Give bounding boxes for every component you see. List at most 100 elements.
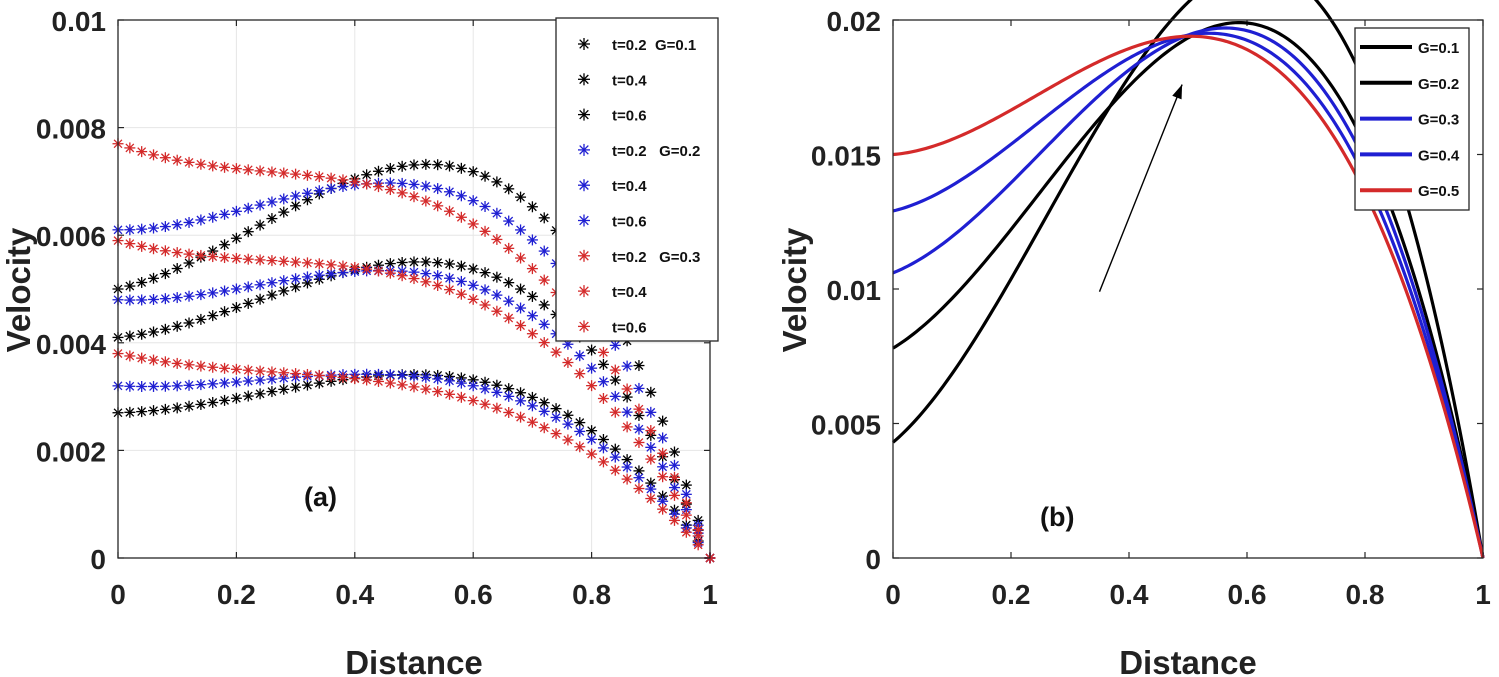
data-point xyxy=(444,388,456,400)
data-point xyxy=(136,380,148,392)
data-point xyxy=(668,471,680,483)
data-point xyxy=(408,191,420,203)
data-point xyxy=(372,368,384,380)
data-point xyxy=(621,406,633,418)
data-point xyxy=(171,320,183,332)
data-point xyxy=(420,180,432,192)
y-tick-label: 0.01 xyxy=(827,275,882,306)
data-point xyxy=(578,320,590,333)
data-point xyxy=(207,361,219,373)
data-point xyxy=(444,272,456,284)
series-a-8 xyxy=(112,138,716,564)
data-point xyxy=(195,289,207,301)
data-point xyxy=(526,263,538,275)
legend-label: t=0.4 xyxy=(612,284,647,301)
legend-label: t=0.2 G=0.1 xyxy=(612,37,696,54)
data-point xyxy=(290,200,302,212)
data-point xyxy=(325,259,337,271)
data-point xyxy=(254,165,266,177)
data-point xyxy=(550,428,562,440)
data-point xyxy=(396,270,408,282)
data-point xyxy=(680,497,692,509)
data-point xyxy=(633,423,645,435)
data-point xyxy=(538,245,550,257)
data-point xyxy=(278,255,290,267)
data-point xyxy=(680,526,692,538)
data-point xyxy=(657,447,669,459)
data-point xyxy=(183,257,195,269)
data-point xyxy=(124,330,136,342)
data-point xyxy=(633,382,645,394)
data-point xyxy=(219,239,231,251)
data-point xyxy=(171,219,183,231)
data-point xyxy=(230,252,242,264)
data-point xyxy=(242,164,254,176)
data-point xyxy=(578,73,590,86)
data-point xyxy=(349,373,361,385)
panel-b-annotation: (b) xyxy=(1040,502,1074,532)
data-point xyxy=(680,479,692,491)
data-point xyxy=(301,194,313,206)
data-point xyxy=(290,273,302,285)
data-point xyxy=(479,225,491,237)
data-point xyxy=(136,328,148,340)
data-point xyxy=(207,211,219,223)
data-point xyxy=(621,391,633,403)
data-point xyxy=(491,305,503,317)
data-point xyxy=(633,472,645,484)
data-point xyxy=(384,369,396,381)
data-point xyxy=(692,524,704,536)
y-tick-label: 0.02 xyxy=(827,6,882,37)
data-point xyxy=(455,377,467,389)
data-point xyxy=(266,277,278,289)
data-point xyxy=(597,358,609,370)
data-point xyxy=(479,376,491,388)
series-a-7 xyxy=(112,235,716,564)
data-point xyxy=(278,285,290,297)
data-point xyxy=(207,310,219,322)
data-point xyxy=(668,489,680,501)
data-point xyxy=(455,162,467,174)
data-point xyxy=(301,257,313,269)
data-point xyxy=(219,394,231,406)
panel-b: 0 0.2 0.4 0.6 0.8 1 0 0.005 0.01 0.015 0.02 (b) Di… xyxy=(776,0,1491,677)
data-point xyxy=(254,279,266,291)
data-point xyxy=(337,371,349,383)
data-point xyxy=(503,215,515,227)
data-point xyxy=(538,212,550,224)
y-tick-label: 0.01 xyxy=(52,6,107,37)
data-point xyxy=(668,459,680,471)
x-tick-label: 0.4 xyxy=(1110,579,1149,610)
data-point xyxy=(325,370,337,382)
data-point xyxy=(219,362,231,374)
data-point xyxy=(420,371,432,383)
data-point xyxy=(645,441,657,453)
data-point xyxy=(290,381,302,393)
data-point xyxy=(609,406,621,418)
data-point xyxy=(254,293,266,305)
data-point xyxy=(621,360,633,372)
legend-label: G=0.3 xyxy=(1418,112,1459,129)
data-point xyxy=(455,260,467,272)
data-point xyxy=(467,195,479,207)
data-point xyxy=(148,243,160,255)
data-point xyxy=(290,368,302,380)
data-point xyxy=(491,289,503,301)
data-point xyxy=(586,425,598,437)
data-point xyxy=(467,166,479,178)
data-point xyxy=(455,190,467,202)
data-point xyxy=(148,326,160,338)
x-tick-label: 0.4 xyxy=(335,579,374,610)
data-point xyxy=(597,434,609,446)
data-point xyxy=(574,368,586,380)
panel-a-legend: t=0.2 G=0.1 t=0.4 t=0.6 t=0.2 G=0.2 t=0.4 t=0… xyxy=(555,17,719,342)
data-point xyxy=(668,446,680,458)
data-point xyxy=(124,238,136,250)
data-point xyxy=(491,402,503,414)
data-point xyxy=(301,187,313,199)
series-a-4 xyxy=(112,265,716,564)
data-point xyxy=(313,185,325,197)
data-point xyxy=(266,196,278,208)
data-point xyxy=(538,318,550,330)
panel-a-xlabel: Distance xyxy=(345,644,483,677)
